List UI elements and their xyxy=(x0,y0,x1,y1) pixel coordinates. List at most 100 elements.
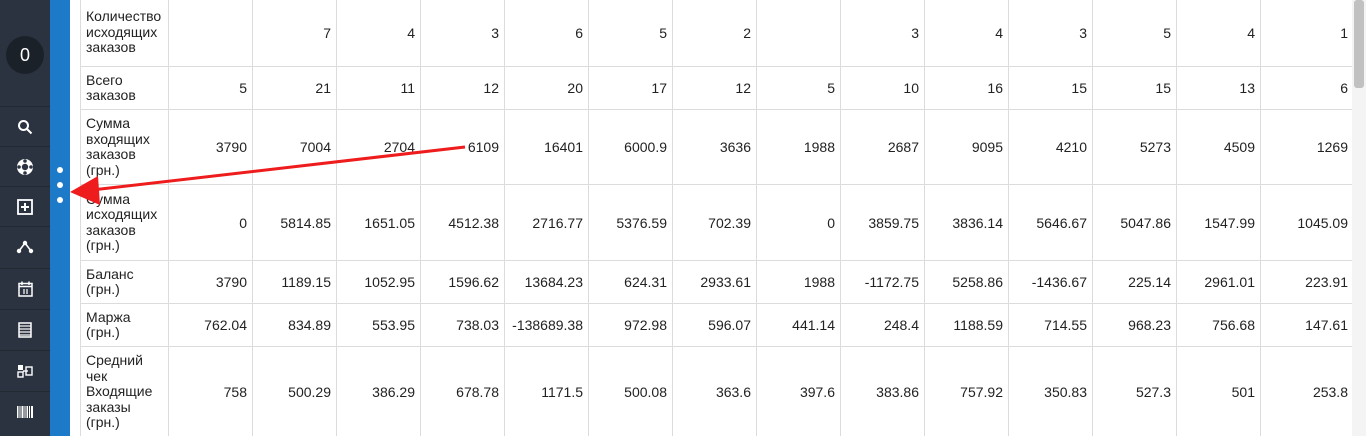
table-cell: -138689.38 xyxy=(504,303,589,347)
table-cell: 3790 xyxy=(168,109,253,185)
table-cell: 762.04 xyxy=(168,303,253,347)
table-cell: 16 xyxy=(924,66,1009,110)
share-nodes-icon xyxy=(16,240,34,254)
table-cell: 2961.01 xyxy=(1176,260,1261,304)
table-cell xyxy=(756,0,841,67)
table-cell: 6000.9 xyxy=(588,109,673,185)
table-cell: 834.89 xyxy=(252,303,337,347)
table-cell: 4 xyxy=(336,0,421,67)
table-cell: 5 xyxy=(756,66,841,110)
table-cell: 5 xyxy=(1092,0,1177,67)
table-cell: 1988 xyxy=(756,109,841,185)
resize-handle-dot[interactable] xyxy=(57,182,63,188)
nav-list[interactable] xyxy=(0,309,50,349)
table-cell: 12 xyxy=(420,66,505,110)
table-cell: 5646.67 xyxy=(1008,184,1093,261)
table-cell: -1436.67 xyxy=(1008,260,1093,304)
resize-handle-dot[interactable] xyxy=(57,197,63,203)
row-label: Маржа (грн.) xyxy=(80,303,169,347)
table-cell: 738.03 xyxy=(420,303,505,347)
table-cell: 6109 xyxy=(420,109,505,185)
table-cell: 1189.15 xyxy=(252,260,337,304)
notification-counter[interactable]: 0 xyxy=(6,36,44,74)
table-cell: 1547.99 xyxy=(1176,184,1261,261)
table-cell: 714.55 xyxy=(1008,303,1093,347)
table-cell: 5376.59 xyxy=(588,184,673,261)
table-cell: 0 xyxy=(756,184,841,261)
table-cell: 0 xyxy=(168,184,253,261)
nav-add[interactable] xyxy=(0,186,50,226)
table-cell: 5814.85 xyxy=(252,184,337,261)
table-cell: 3790 xyxy=(168,260,253,304)
panel-resize-bar[interactable] xyxy=(50,0,70,436)
table-cell: 756.68 xyxy=(1176,303,1261,347)
statistics-table: Количество исходящих заказов 7 4 3 6 5 2 3 4 3 5 4 1… xyxy=(80,0,1354,436)
table-cell: 1988 xyxy=(756,260,841,304)
table-cell: 1596.62 xyxy=(420,260,505,304)
table-cell: 147.61 xyxy=(1260,303,1354,347)
table-cell: 4 xyxy=(924,0,1009,67)
table-cell: 15 xyxy=(1008,66,1093,110)
table-cell: 1 xyxy=(1260,0,1354,67)
scrollbar-thumb[interactable] xyxy=(1354,0,1364,88)
table-row: Баланс (грн.) 3790 1189.15 1052.95 1596.62 13… xyxy=(80,260,1354,304)
add-box-icon xyxy=(17,198,33,215)
row-label: Средний чек Входящие заказы (грн.) xyxy=(80,346,169,436)
table-cell: 3836.14 xyxy=(924,184,1009,261)
table-cell: 6 xyxy=(1260,66,1354,110)
table-cell: 527.3 xyxy=(1092,346,1177,436)
table-row: Всего заказов 5 21 11 12 20 17 12 5 10 16 15 15 13 6 xyxy=(80,66,1354,110)
table-cell: 13 xyxy=(1176,66,1261,110)
nav-support[interactable] xyxy=(0,146,50,186)
row-label: Баланс (грн.) xyxy=(80,260,169,304)
table-cell: 4210 xyxy=(1008,109,1093,185)
table-cell: 4 xyxy=(1176,0,1261,67)
nav-search[interactable] xyxy=(0,106,50,146)
table-cell xyxy=(168,0,253,67)
nav-calendar[interactable] xyxy=(0,268,50,308)
table-cell: 2704 xyxy=(336,109,421,185)
vertical-scrollbar[interactable] xyxy=(1352,0,1366,436)
table-cell: 5047.86 xyxy=(1092,184,1177,261)
table-cell: 5 xyxy=(168,66,253,110)
table-cell: 758 xyxy=(168,346,253,436)
table-cell: 11 xyxy=(336,66,421,110)
table-cell: 7004 xyxy=(252,109,337,185)
table-row: Сумма исходящих заказов (грн.) 0 5814.85 16… xyxy=(80,184,1354,261)
table-row: Средний чек Входящие заказы (грн.) 758 500… xyxy=(80,346,1354,436)
table-cell: 386.29 xyxy=(336,346,421,436)
table-cell: 1171.5 xyxy=(504,346,589,436)
row-label: Сумма исходящих заказов (грн.) xyxy=(80,184,169,261)
table-cell: 1651.05 xyxy=(336,184,421,261)
table-cell: 4509 xyxy=(1176,109,1261,185)
table-cell: 13684.23 xyxy=(504,260,589,304)
nav-transfer[interactable] xyxy=(0,350,50,390)
table-row: Сумма входящих заказов (грн.) 3790 7004 270… xyxy=(80,109,1354,185)
row-label: Количество исходящих заказов xyxy=(80,0,169,67)
transfer-icon xyxy=(17,364,33,378)
table-cell: 20 xyxy=(504,66,589,110)
resize-handle-dot[interactable] xyxy=(57,167,63,173)
table-cell: 757.92 xyxy=(924,346,1009,436)
table-cell: 21 xyxy=(252,66,337,110)
table-cell: 1052.95 xyxy=(336,260,421,304)
table-cell: 248.4 xyxy=(840,303,925,347)
table-cell: 10 xyxy=(840,66,925,110)
table-cell: 596.07 xyxy=(672,303,757,347)
nav-share[interactable] xyxy=(0,226,50,266)
nav-barcode[interactable] xyxy=(0,391,50,431)
table-cell: 9095 xyxy=(924,109,1009,185)
table-cell: 4512.38 xyxy=(420,184,505,261)
table-cell: 1188.59 xyxy=(924,303,1009,347)
table-cell: 5258.86 xyxy=(924,260,1009,304)
table-cell: 253.8 xyxy=(1260,346,1354,436)
table-cell: 553.95 xyxy=(336,303,421,347)
table-cell: 441.14 xyxy=(756,303,841,347)
table-row: Количество исходящих заказов 7 4 3 6 5 2 3 4 3 5 4 1 xyxy=(80,0,1354,67)
table-cell: 6 xyxy=(504,0,589,67)
table-cell: 968.23 xyxy=(1092,303,1177,347)
table-cell: 383.86 xyxy=(840,346,925,436)
table-cell: 2687 xyxy=(840,109,925,185)
table-cell: 1045.09 xyxy=(1260,184,1354,261)
barcode-icon xyxy=(16,405,34,419)
